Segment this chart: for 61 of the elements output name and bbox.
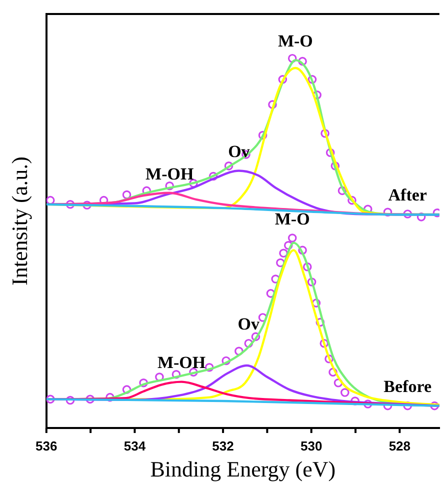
annotation: Before xyxy=(384,377,432,396)
annotation: M-O xyxy=(274,209,310,228)
point xyxy=(122,385,132,394)
y-axis-title: Intensity (a.u.) xyxy=(6,156,32,286)
point xyxy=(208,172,218,181)
point xyxy=(139,378,148,388)
annotation: M-O xyxy=(278,32,313,51)
point xyxy=(328,368,338,377)
point xyxy=(330,162,340,170)
point xyxy=(46,394,55,404)
point xyxy=(222,356,231,366)
point xyxy=(298,56,307,66)
point xyxy=(298,246,307,255)
point xyxy=(340,388,350,397)
point xyxy=(320,338,329,348)
point xyxy=(308,75,317,84)
point xyxy=(279,248,288,258)
point xyxy=(86,394,95,404)
point xyxy=(288,54,297,63)
point xyxy=(244,338,254,348)
annotation: Ov xyxy=(238,314,260,334)
x-axis-title: Binding Energy (eV) xyxy=(150,456,336,482)
point xyxy=(165,181,174,190)
annotation: After xyxy=(388,185,428,204)
point xyxy=(302,262,312,272)
x-tick-label: 536 xyxy=(36,438,58,454)
point xyxy=(66,396,75,405)
point xyxy=(82,200,92,210)
annotation: M-OH xyxy=(157,353,206,372)
annotation: Ov xyxy=(228,142,250,162)
point xyxy=(416,212,426,222)
point xyxy=(204,362,214,372)
point xyxy=(320,128,330,138)
point xyxy=(278,75,288,84)
point xyxy=(268,100,277,109)
point xyxy=(324,354,334,364)
point xyxy=(258,130,268,140)
point xyxy=(312,90,322,100)
point xyxy=(66,200,75,209)
point xyxy=(307,278,316,286)
x-tick-label: 532 xyxy=(212,438,234,454)
point xyxy=(189,178,198,188)
x-tick-label: 528 xyxy=(388,438,411,454)
point xyxy=(430,401,439,410)
point xyxy=(288,234,297,242)
x-tick-label: 534 xyxy=(124,438,146,454)
point xyxy=(338,186,347,196)
point xyxy=(383,208,392,217)
point xyxy=(251,332,260,342)
point xyxy=(348,196,356,205)
point xyxy=(122,190,132,200)
point xyxy=(172,370,181,379)
point xyxy=(312,298,321,308)
point xyxy=(155,372,164,382)
point xyxy=(224,162,234,170)
point xyxy=(403,210,412,218)
point xyxy=(284,240,293,250)
point xyxy=(276,258,285,268)
point xyxy=(326,148,335,158)
annotation: M-OH xyxy=(146,164,194,184)
x-tick-label: 530 xyxy=(300,438,322,454)
